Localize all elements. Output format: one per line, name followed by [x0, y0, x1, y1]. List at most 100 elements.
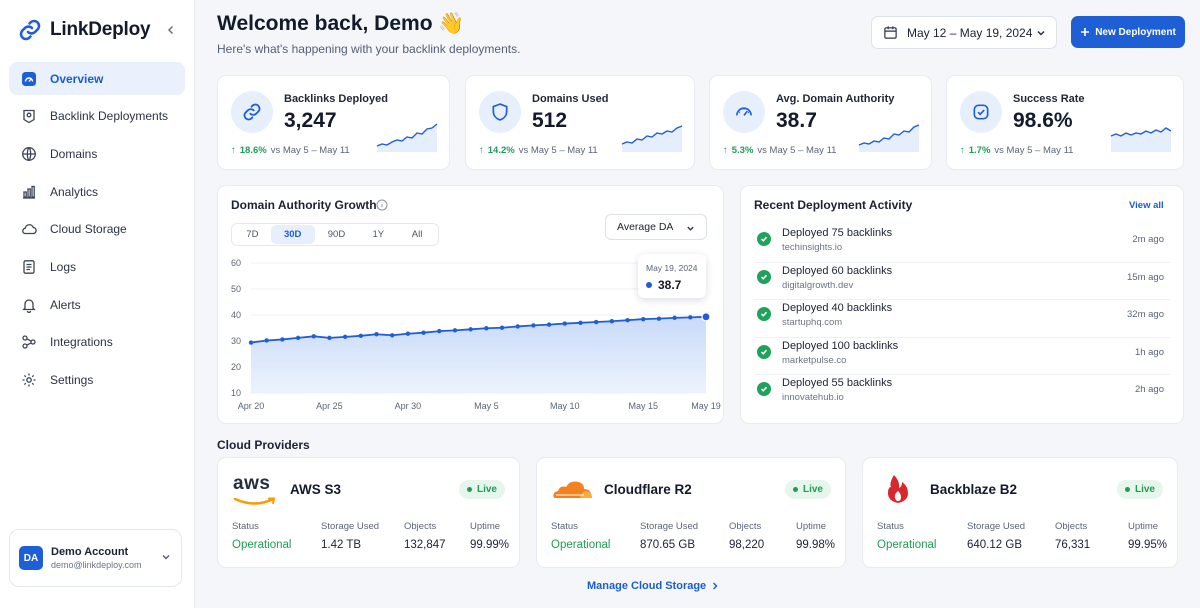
sidebar-item-backlink-deployments[interactable]: Backlink Deployments: [9, 100, 185, 133]
aws-smile-icon: [233, 497, 276, 505]
y-tick-label: 40: [231, 310, 241, 320]
activity-time: 32m ago: [1127, 309, 1164, 321]
range-all[interactable]: All: [411, 229, 423, 240]
data-point: [531, 323, 536, 328]
sidebar-item-label: Analytics: [50, 184, 99, 199]
check-circle-icon: [757, 269, 771, 284]
speedometer-icon: [736, 107, 752, 116]
metric-dropdown[interactable]: Average DA: [605, 214, 707, 240]
data-point: [390, 333, 395, 338]
stat-card-backlinks: Backlinks Deployed 3,247 ↑ 18.6% vs May 5 …: [217, 75, 450, 170]
sidebar-item-label: Settings: [50, 373, 94, 387]
x-tick-label: May 5: [474, 401, 499, 411]
logo[interactable]: LinkDeploy: [18, 18, 151, 42]
sidebar-item-alerts[interactable]: Alerts: [9, 288, 185, 321]
page-subtitle: Here's what's happening with your backli…: [217, 42, 521, 56]
manage-label: Manage Cloud Storage: [587, 580, 707, 592]
sidebar-item-domains[interactable]: Domains: [9, 137, 185, 170]
stat-value: 3,247: [284, 109, 337, 132]
provider-card-backblaze[interactable]: Backblaze B2 Live Status Operational Stor…: [862, 457, 1178, 568]
chevron-left-icon: [167, 25, 174, 35]
sidebar-item-label: Alerts: [50, 297, 81, 312]
list-item[interactable]: Deployed 60 backlinks digitalgrowth.dev …: [754, 263, 1170, 301]
arrow-up-icon: ↑: [231, 145, 236, 156]
list-item[interactable]: Deployed 55 backlinks innovatehub.io 2h …: [754, 375, 1170, 413]
data-point: [437, 328, 442, 334]
provider-name: Backblaze B2: [930, 482, 1018, 497]
range-1y[interactable]: 1Y: [372, 229, 385, 240]
stat-change-value: 5.3%: [731, 145, 754, 156]
account-email: demo@linkdeploy.com: [51, 560, 142, 570]
live-dot: [792, 487, 798, 492]
info-icon[interactable]: [376, 199, 388, 211]
sidebar-item-label: Integrations: [50, 335, 113, 350]
status-label: Status: [232, 521, 259, 532]
data-point: [546, 322, 552, 327]
tooltip-value-text: 38.7: [658, 278, 682, 292]
data-point: [280, 337, 285, 342]
tooltip-date: May 19, 2024: [646, 263, 698, 273]
provider-objects: Objects 98,220: [729, 521, 764, 551]
list-item[interactable]: Deployed 75 backlinks techinsights.io 2m…: [754, 225, 1170, 263]
sidebar-item-overview[interactable]: Overview: [9, 62, 185, 95]
stat-change: ↑ 18.6% vs May 5 – May 11: [231, 145, 350, 156]
sparkline: [621, 125, 683, 152]
manage-cloud-storage-link[interactable]: Manage Cloud Storage: [587, 580, 719, 592]
view-all-link[interactable]: View all: [1129, 200, 1164, 211]
nodes-icon: [22, 335, 36, 349]
stat-value: 38.7: [776, 109, 817, 132]
account-menu[interactable]: DA Demo Account demo@linkdeploy.com: [9, 529, 182, 587]
list-item[interactable]: Deployed 40 backlinks startuphq.com 32m …: [754, 300, 1170, 338]
uptime-label: Uptime: [470, 521, 501, 532]
stat-value: 98.6%: [1013, 109, 1073, 132]
check-circle-icon: [757, 232, 771, 246]
sidebar-item-integrations[interactable]: Integrations: [9, 326, 185, 359]
stat-compare: vs May 5 – May 11: [994, 145, 1074, 156]
date-range-label: May 12 – May 19, 2024: [907, 25, 1033, 40]
stat-icon-wrap: [960, 91, 1002, 133]
provider-storage: Storage Used 870.65 GB: [640, 521, 698, 551]
new-deployment-button[interactable]: New Deployment: [1071, 16, 1185, 48]
status-badge: Live: [1116, 480, 1163, 499]
provider-uptime: Uptime 99.98%: [796, 521, 835, 551]
stat-card-success-rate: Success Rate 98.6% ↑ 1.7% vs May 5 – May 1…: [946, 75, 1184, 170]
arrow-up-icon: ↑: [479, 145, 484, 156]
backblaze-flame-icon: [888, 475, 908, 503]
list-item[interactable]: Deployed 100 backlinks marketpulse.co 1h…: [754, 338, 1170, 376]
data-point: [421, 330, 426, 335]
data-point: [515, 324, 520, 329]
x-tick-label: May 10: [550, 401, 580, 411]
range-7d[interactable]: 7D: [246, 229, 259, 240]
sidebar-item-logs[interactable]: Logs: [9, 250, 185, 283]
objects-value: 132,847: [404, 539, 446, 551]
stat-compare: vs May 5 – May 11: [518, 145, 598, 156]
activity-time: 1h ago: [1134, 346, 1164, 358]
activity-domain: digitalgrowth.dev: [782, 279, 854, 291]
sidebar-item-analytics[interactable]: Analytics: [9, 175, 185, 208]
stat-label: Success Rate: [1013, 93, 1085, 105]
collapse-sidebar-button[interactable]: [163, 22, 179, 38]
uptime-value: 99.99%: [470, 539, 510, 551]
provider-status: Status Operational: [551, 521, 610, 551]
live-dot: [1124, 487, 1130, 492]
stat-icon-wrap: [479, 91, 521, 133]
date-range-picker[interactable]: May 12 – May 19, 2024: [871, 16, 1057, 49]
storage-label: Storage Used: [967, 521, 1026, 532]
sidebar-item-cloud-storage[interactable]: Cloud Storage: [9, 213, 185, 246]
chart-title: Domain Authority Growth: [231, 198, 377, 212]
aws-logo: aws: [233, 474, 277, 505]
provider-card-cloudflare[interactable]: Cloudflare R2 Live Status Operational Sto…: [536, 457, 846, 568]
uptime-value: 99.95%: [1128, 539, 1168, 551]
activity-title-text: Deployed 55 backlinks: [782, 377, 893, 390]
provider-name: AWS S3: [290, 482, 342, 497]
status-value: Operational: [551, 539, 611, 551]
range-30d[interactable]: 30D: [270, 225, 315, 244]
provider-card-aws[interactable]: aws AWS S3 Live Status Operational Storag…: [217, 457, 520, 568]
provider-status: Status Operational: [877, 521, 936, 551]
data-point: [484, 326, 489, 331]
sidebar-item-settings[interactable]: Settings: [9, 364, 185, 397]
status-value: Operational: [877, 539, 937, 551]
stat-compare: vs May 5 – May 11: [270, 145, 350, 156]
range-90d[interactable]: 90D: [327, 229, 346, 240]
check-shield-icon: [973, 104, 989, 120]
